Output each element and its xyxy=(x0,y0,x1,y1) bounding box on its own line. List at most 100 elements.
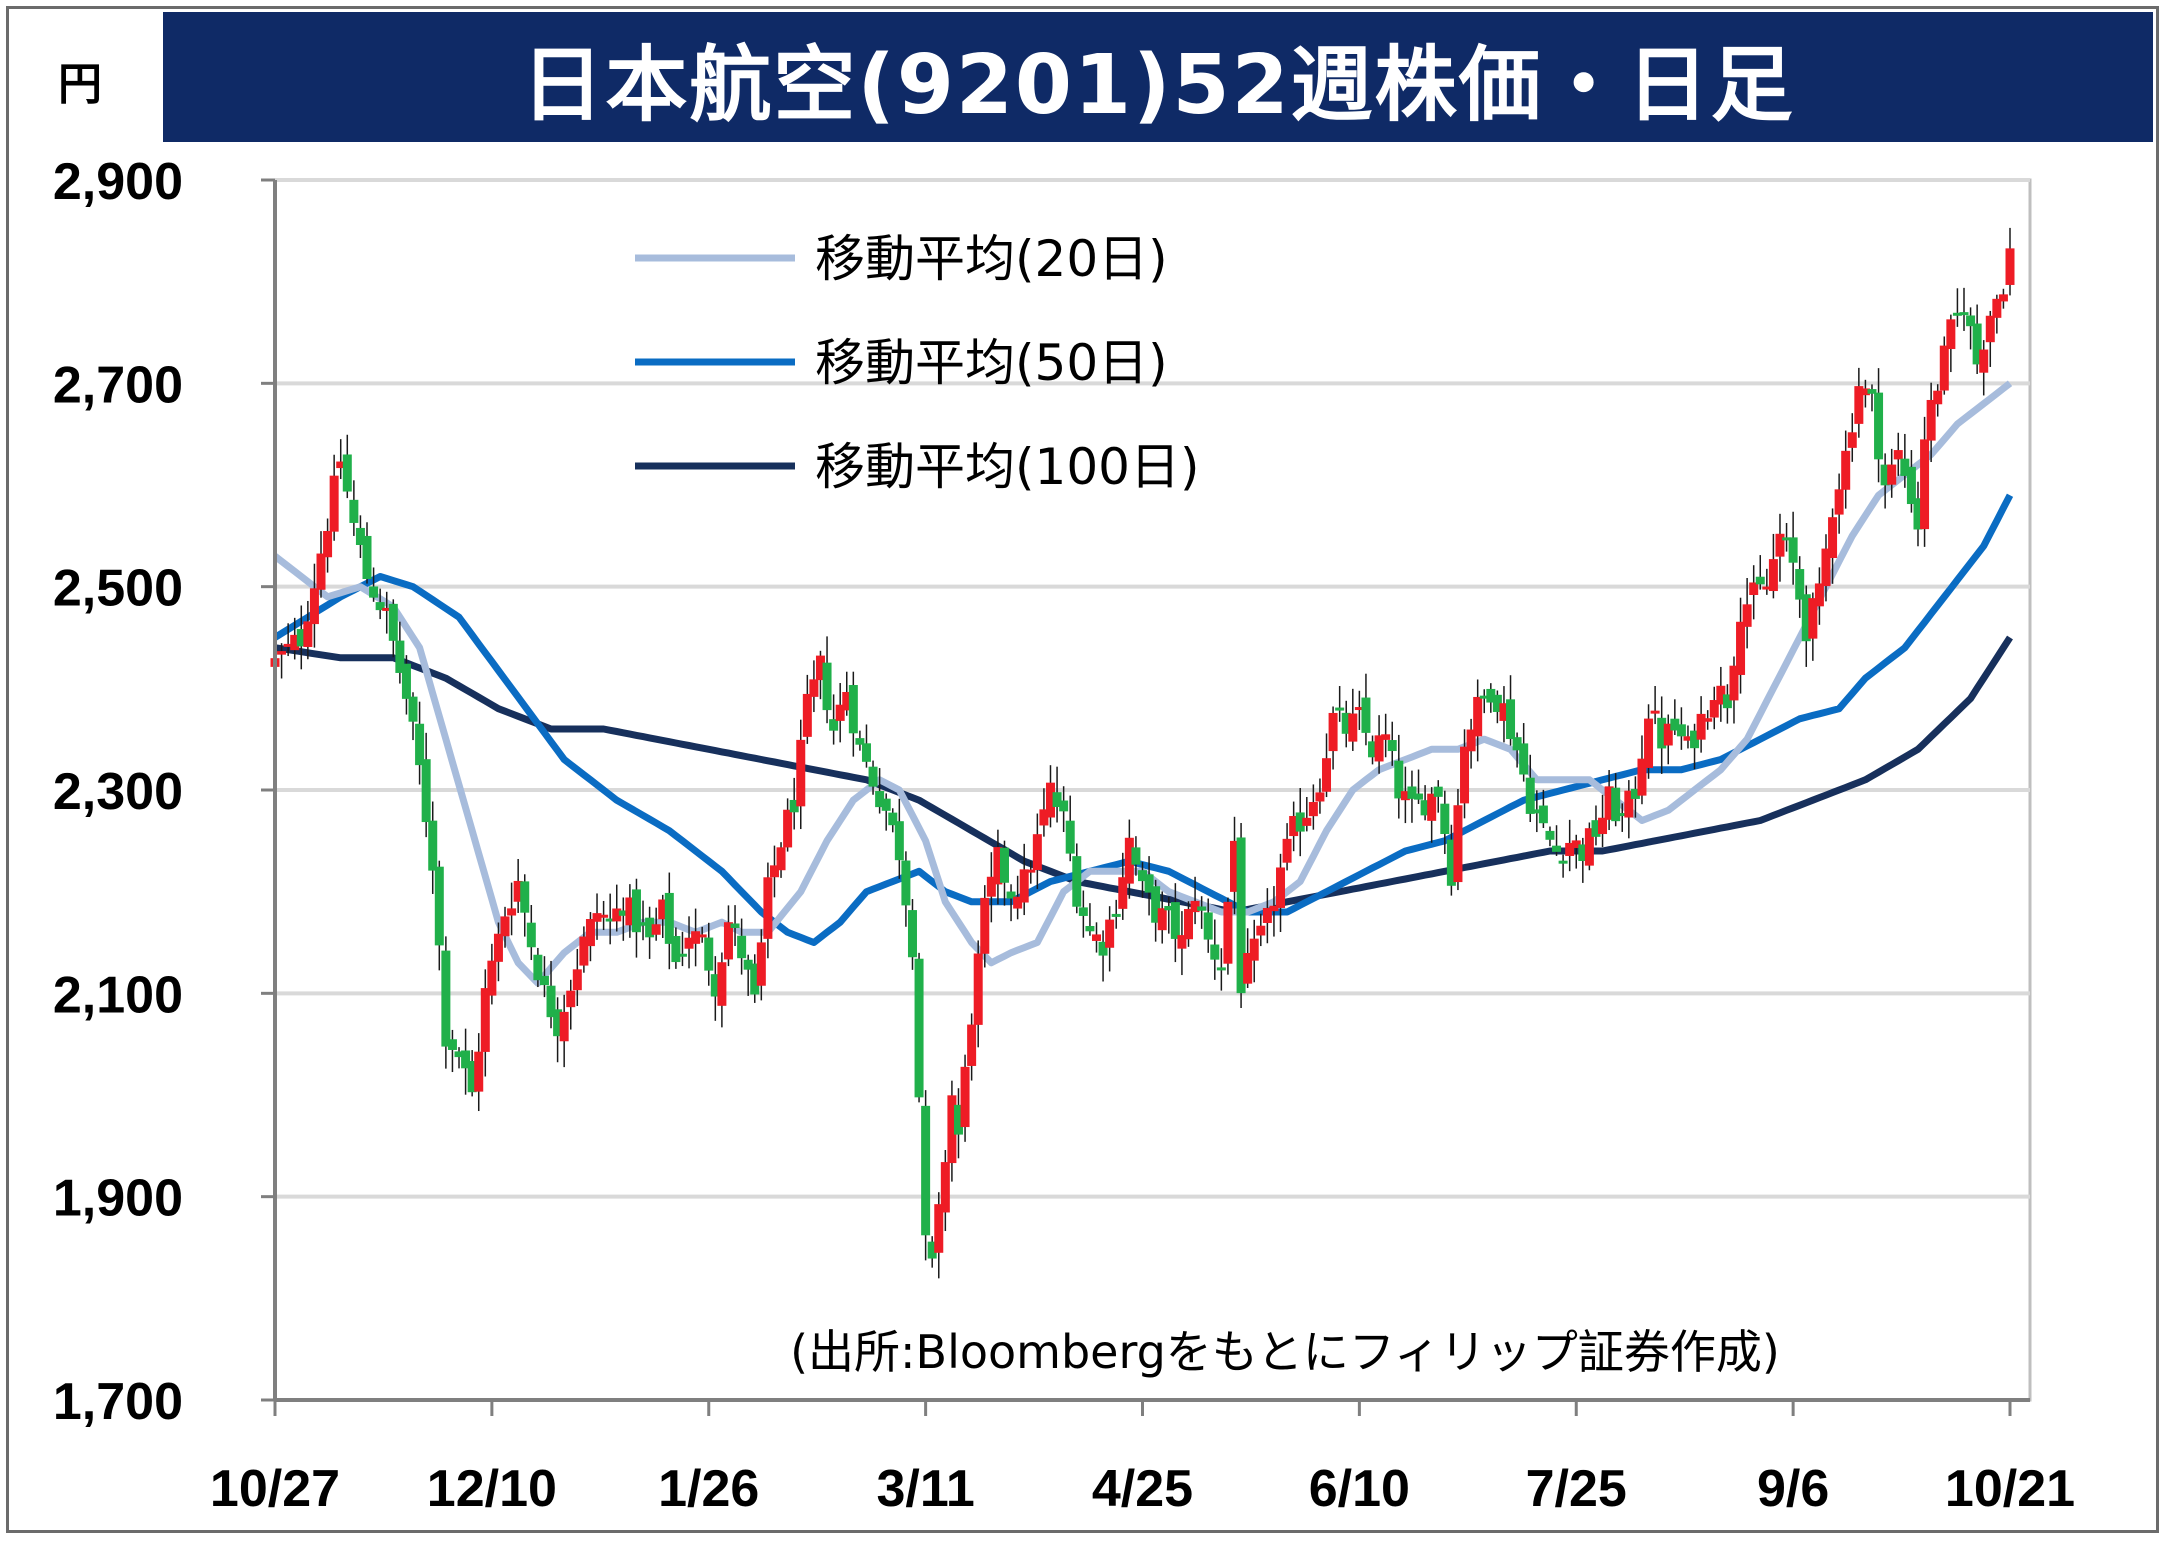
candle-down xyxy=(539,975,549,986)
candle-up xyxy=(1624,790,1634,818)
candle-up xyxy=(513,880,523,902)
candle-up xyxy=(2005,248,2015,285)
candle-up xyxy=(1854,386,1864,424)
candle-down xyxy=(362,535,372,579)
candle-up xyxy=(1828,517,1838,559)
candle-up xyxy=(1118,877,1128,909)
candle-up xyxy=(802,693,812,737)
x-tick-label: 10/27 xyxy=(210,1460,340,1518)
candle-up xyxy=(1749,582,1759,595)
candle-up xyxy=(493,933,503,962)
y-tick-label: 1,700 xyxy=(53,1373,183,1431)
legend-label-ma50: 移動平均(50日) xyxy=(815,334,1168,392)
candle-up xyxy=(1249,938,1259,961)
candle-down xyxy=(1630,788,1640,799)
candle-up xyxy=(1696,713,1706,740)
candle-up xyxy=(1604,786,1614,820)
candle-up xyxy=(1348,713,1358,742)
candle-down xyxy=(829,719,839,731)
candle-up xyxy=(1499,703,1509,721)
candle-down xyxy=(1216,967,1226,971)
candle-up xyxy=(815,655,825,681)
candle-down xyxy=(1545,830,1555,840)
candle-up xyxy=(796,739,806,807)
candle-down xyxy=(1676,724,1686,737)
x-tick-label: 6/10 xyxy=(1309,1460,1410,1518)
candle-up xyxy=(1584,828,1594,866)
candle-down xyxy=(789,799,799,813)
source-note: (出所:Bloombergをもとにフィリップ証券作成) xyxy=(790,1325,1780,1379)
candle-up xyxy=(1269,905,1279,912)
candle-down xyxy=(737,935,747,959)
candle-down xyxy=(1236,837,1246,994)
candle-down xyxy=(1131,847,1141,865)
axes: 1,700 1,900 2,100 2,300 2,500 2,700 2,900 10/27… xyxy=(53,153,2075,1518)
candle-up xyxy=(1821,548,1831,587)
candle-down xyxy=(868,766,878,787)
candle-down xyxy=(1065,820,1075,854)
candle-down xyxy=(1479,695,1489,699)
candle-down xyxy=(388,603,398,641)
candle-up xyxy=(1243,953,1253,984)
candle-down xyxy=(888,812,898,826)
y-tick-label: 2,100 xyxy=(53,966,183,1024)
candle-down xyxy=(1657,717,1667,749)
candle-up xyxy=(336,461,346,469)
candle-up xyxy=(684,937,694,949)
candle-up xyxy=(1808,598,1818,639)
candle-up xyxy=(1893,450,1903,460)
candle-up xyxy=(947,1095,957,1164)
candle-down xyxy=(618,910,628,916)
candle-down xyxy=(1170,902,1180,939)
candle-up xyxy=(1105,919,1115,948)
candle-up xyxy=(723,922,733,960)
candle-up xyxy=(309,588,319,625)
candle-down xyxy=(375,602,385,611)
candle-up xyxy=(1223,901,1233,964)
candle-down xyxy=(1959,312,1969,316)
candle-up xyxy=(934,1204,944,1253)
candle-down xyxy=(1578,844,1588,861)
candle-down xyxy=(520,881,530,913)
candle-down xyxy=(605,918,615,922)
candle-down xyxy=(921,1105,931,1236)
candle-down xyxy=(999,847,1009,883)
candle-up xyxy=(1230,840,1240,892)
candle-down xyxy=(1611,787,1621,822)
candle-down xyxy=(677,953,687,957)
candle-up xyxy=(1045,782,1055,818)
candle-up xyxy=(835,704,845,721)
candle-up xyxy=(329,475,339,532)
candle-up xyxy=(1091,934,1101,941)
candle-down xyxy=(855,738,865,745)
candle-down xyxy=(671,936,681,963)
candle-down xyxy=(415,723,425,766)
candle-down xyxy=(1197,906,1207,911)
candle-up xyxy=(651,924,661,935)
candle-down xyxy=(1795,569,1805,600)
candle-up xyxy=(1157,908,1167,931)
candle-down xyxy=(1006,891,1016,899)
candle-down xyxy=(1446,839,1456,886)
candle-up xyxy=(487,960,497,996)
candle-down xyxy=(1335,707,1345,711)
candle-up xyxy=(500,916,510,937)
candle-down xyxy=(1433,786,1443,797)
candle-up xyxy=(1847,432,1857,448)
candle-down xyxy=(1552,845,1562,852)
candle-down xyxy=(533,954,543,981)
chart-frame xyxy=(6,6,2159,1533)
candle-down xyxy=(704,937,714,971)
candle-down xyxy=(953,1104,963,1135)
candle-down xyxy=(1164,905,1174,911)
candle-up xyxy=(1466,729,1476,752)
candle-down xyxy=(1558,860,1568,864)
candle-up xyxy=(1177,935,1187,949)
candle-up xyxy=(1834,489,1844,515)
candle-up xyxy=(1328,712,1338,752)
candle-down xyxy=(1512,737,1522,751)
candle-up xyxy=(579,936,589,966)
candle-up xyxy=(277,651,287,655)
candle-up xyxy=(1400,791,1410,801)
candle-up xyxy=(1571,840,1581,849)
